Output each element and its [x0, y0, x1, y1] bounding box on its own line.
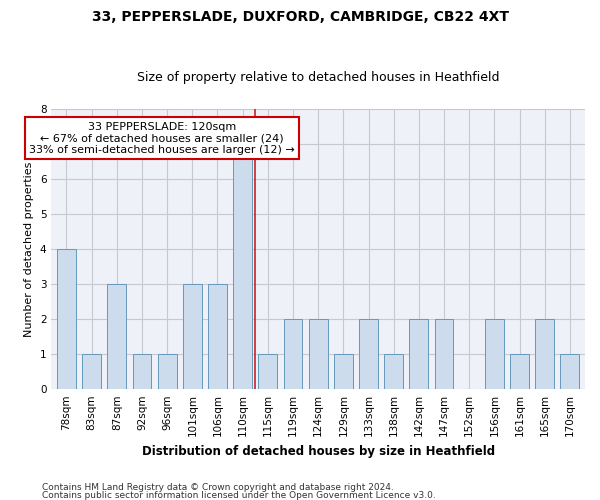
Bar — [107, 284, 126, 389]
X-axis label: Distribution of detached houses by size in Heathfield: Distribution of detached houses by size … — [142, 444, 495, 458]
Text: Contains HM Land Registry data © Crown copyright and database right 2024.: Contains HM Land Registry data © Crown c… — [42, 484, 394, 492]
Bar — [409, 319, 428, 389]
Bar — [284, 319, 302, 389]
Bar — [259, 354, 277, 389]
Bar — [158, 354, 176, 389]
Bar — [208, 284, 227, 389]
Bar — [82, 354, 101, 389]
Bar — [535, 319, 554, 389]
Title: Size of property relative to detached houses in Heathfield: Size of property relative to detached ho… — [137, 72, 499, 85]
Bar — [434, 319, 454, 389]
Bar — [384, 354, 403, 389]
Bar — [309, 319, 328, 389]
Bar — [183, 284, 202, 389]
Bar — [359, 319, 378, 389]
Bar — [57, 249, 76, 389]
Bar — [485, 319, 504, 389]
Text: 33 PEPPERSLADE: 120sqm
← 67% of detached houses are smaller (24)
33% of semi-det: 33 PEPPERSLADE: 120sqm ← 67% of detached… — [29, 122, 295, 154]
Y-axis label: Number of detached properties: Number of detached properties — [25, 162, 34, 337]
Text: 33, PEPPERSLADE, DUXFORD, CAMBRIDGE, CB22 4XT: 33, PEPPERSLADE, DUXFORD, CAMBRIDGE, CB2… — [91, 10, 509, 24]
Bar — [133, 354, 151, 389]
Bar — [233, 144, 252, 389]
Bar — [510, 354, 529, 389]
Bar — [334, 354, 353, 389]
Text: Contains public sector information licensed under the Open Government Licence v3: Contains public sector information licen… — [42, 491, 436, 500]
Bar — [560, 354, 580, 389]
